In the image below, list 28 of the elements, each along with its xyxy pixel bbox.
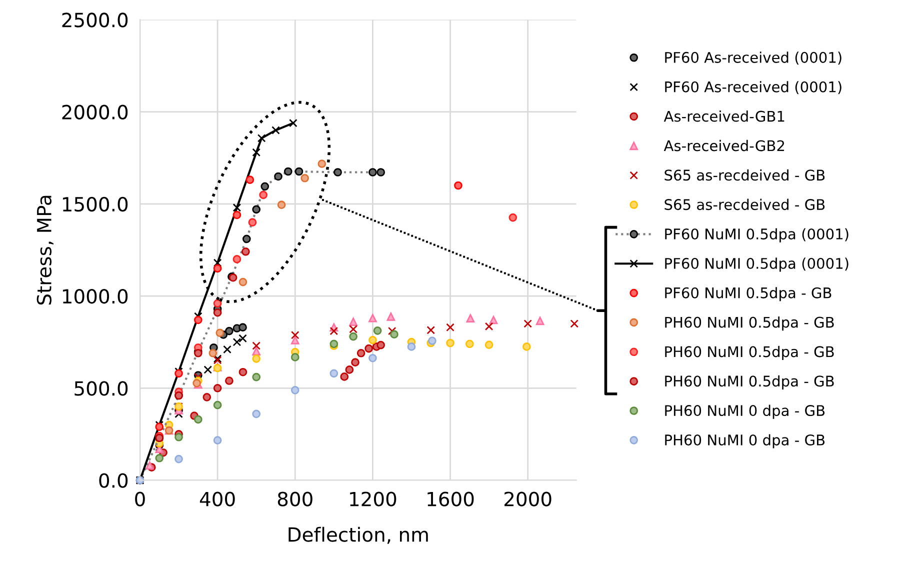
y-tick-label: 0.0 (99, 473, 128, 488)
x-axis-title: Deflection, nm (288, 526, 428, 544)
legend-label: PF60 NuMI 0.5dpa (0001) (665, 228, 848, 242)
x-tick-label: 0 (135, 492, 145, 506)
legend-label: PF60 NuMI 0.5dpa - GB (665, 287, 832, 302)
legend-label: PH60 NuMI 0 dpa - GB (665, 434, 825, 448)
x-tick-label: 1600 (428, 492, 474, 506)
legend-label: PF60 As-received (0001) (665, 52, 842, 65)
legend-label: As-received-GB2 (664, 140, 784, 152)
legend-label: PF60 NuMI 0.5dpa (0001) (665, 258, 848, 272)
x-tick-label: 400 (200, 492, 235, 506)
y-tick-label: 1500.0 (62, 196, 128, 212)
legend-label: PF60 As-received (0001) (665, 81, 842, 94)
legend-label: S65 as-recdeived - GB (664, 169, 825, 181)
x-tick-label: 800 (278, 492, 312, 506)
legend-label: PH60 NuMI 0.5dpa - GB (665, 316, 834, 331)
legend-label: PH60 NuMI 0 dpa - GB (665, 404, 825, 419)
y-tick-label: 1000.0 (62, 288, 128, 304)
y-tick-label: 2500.0 (62, 12, 128, 28)
y-tick-label: 2000.0 (62, 104, 128, 120)
legend-label: PH60 NuMI 0.5dpa - GB (665, 346, 834, 360)
legend-label: S65 as-recdeived - GB (664, 198, 825, 210)
legend-label: PH60 NuMI 0.5dpa - GB (665, 375, 834, 390)
x-tick-label: 2000 (504, 492, 552, 506)
legend-label: As-received-GB1 (664, 110, 784, 122)
y-tick-label: 500.0 (74, 381, 128, 396)
y-axis-title: Stress, MPa (36, 196, 54, 305)
x-tick-label: 1200 (350, 492, 396, 506)
